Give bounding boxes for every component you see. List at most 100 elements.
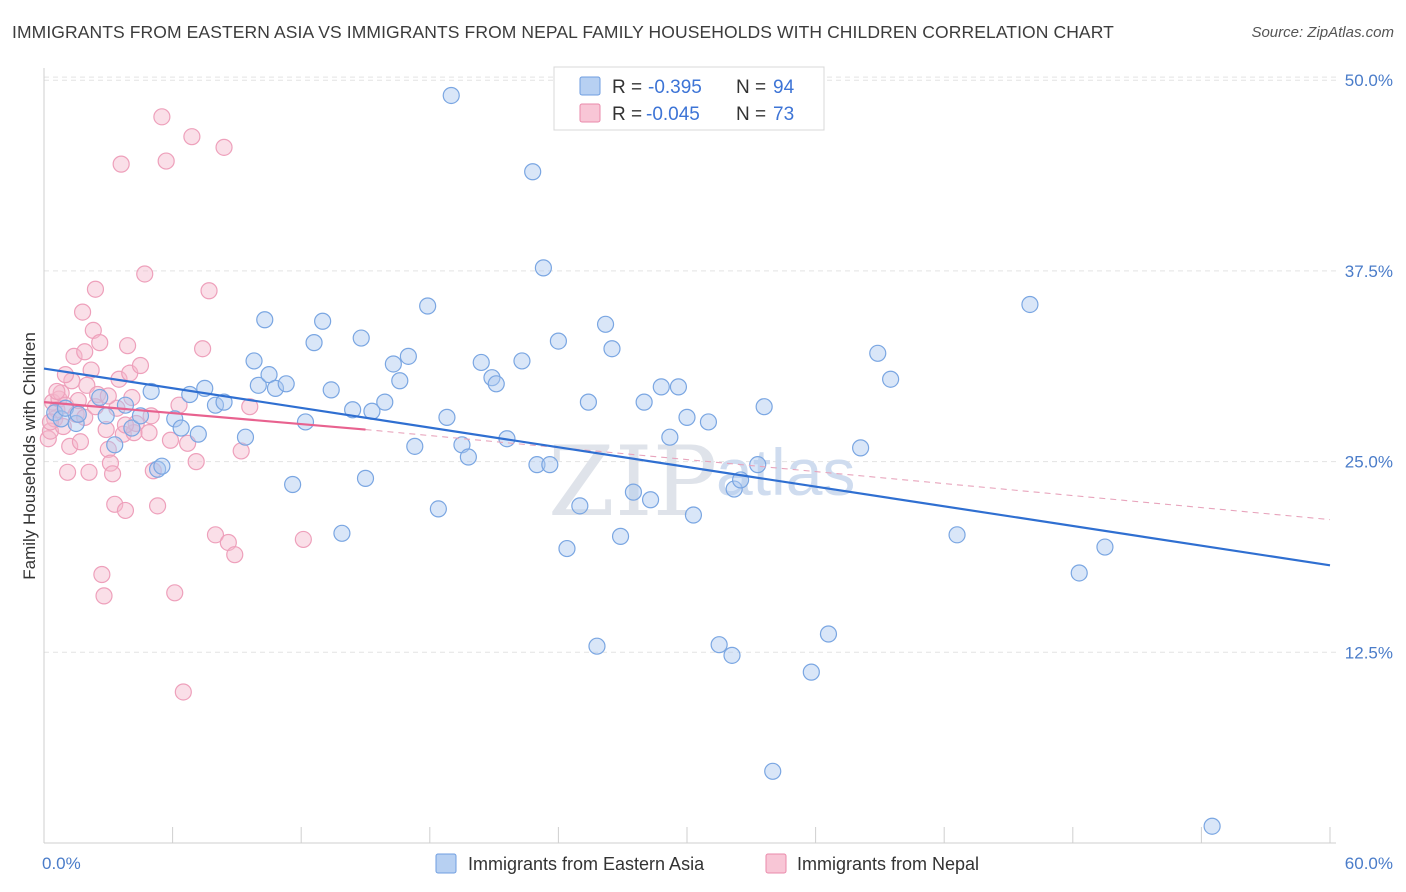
nepal-trend-extension: [365, 429, 1331, 521]
nepal-point: [200, 282, 218, 300]
nepal-point: [61, 437, 79, 455]
eastern-asia-point: [442, 86, 460, 105]
eastern-asia-point: [344, 401, 362, 419]
eastern-asia-points: [46, 86, 1221, 835]
nepal-point: [91, 334, 109, 352]
watermark-atlas: atlas: [716, 435, 855, 509]
eastern-asia-point: [296, 413, 315, 431]
watermark-zip: ZIP: [548, 426, 717, 538]
eastern-asia-point: [684, 506, 703, 524]
eastern-asia-point: [91, 388, 109, 407]
nepal-point: [93, 565, 111, 584]
y-tick-labels: 12.5% 25.0% 37.5% 50.0%: [1345, 71, 1393, 662]
eastern-asia-point: [384, 355, 402, 373]
eastern-asia-point: [596, 315, 615, 333]
eastern-asia-point: [419, 297, 437, 315]
eastern-asia-point: [819, 625, 838, 643]
legend-blue-r-value: -0.395: [648, 77, 702, 98]
nepal-point: [148, 497, 167, 515]
eastern-asia-point: [189, 425, 207, 443]
legend-blue-swatch: [579, 76, 601, 96]
eastern-asia-point: [215, 393, 233, 411]
nepal-point: [116, 501, 135, 520]
nepal-point: [118, 337, 137, 355]
eastern-asia-point: [277, 375, 295, 393]
nepal-point: [73, 303, 92, 321]
eastern-asia-point: [588, 637, 606, 655]
axes: [43, 68, 1336, 844]
eastern-asia-point: [284, 475, 302, 494]
legend-pink-r-label: R =: [612, 104, 642, 125]
nepal-point: [65, 347, 83, 365]
eastern-asia-point: [852, 439, 870, 457]
eastern-asia-point: [438, 408, 456, 426]
y-tick-label: 12.5%: [1345, 643, 1393, 662]
eastern-asia-point: [635, 393, 653, 411]
legend-blue-n-value: 94: [773, 77, 795, 98]
eastern-asia-point: [472, 353, 490, 372]
eastern-asia-point: [116, 396, 135, 414]
eastern-asia-point: [406, 437, 424, 455]
nepal-point: [294, 530, 312, 549]
eastern-asia-point: [579, 393, 598, 411]
series-legend: Immigrants from Eastern Asia Immigrants …: [435, 853, 979, 874]
eastern-asia-point: [749, 456, 767, 474]
eastern-asia-point: [356, 469, 375, 487]
eastern-asia-point: [256, 311, 274, 329]
nepal-point: [215, 138, 233, 156]
eastern-asia-point: [459, 448, 477, 466]
eastern-asia-point: [314, 312, 332, 330]
legend-pink-r-value: -0.045: [646, 104, 700, 125]
eastern-asia-point: [97, 407, 115, 425]
eastern-asia-point: [305, 334, 323, 352]
eastern-asia-point: [699, 413, 718, 431]
eastern-asia-point: [106, 436, 124, 454]
eastern-asia-point: [172, 419, 190, 437]
eastern-asia-point: [352, 329, 370, 347]
correlation-legend: R = -0.395 N = 94 R = -0.045 N = 73: [553, 66, 825, 131]
x-tick-label-max: 60.0%: [1345, 854, 1393, 873]
nepal-point: [174, 683, 192, 701]
nepal-point: [80, 463, 98, 481]
eastern-asia-point: [611, 527, 630, 545]
eastern-asia-point: [487, 375, 505, 393]
y-tick-label: 37.5%: [1345, 262, 1393, 281]
eastern-asia-point: [802, 663, 820, 681]
eastern-asia-point: [236, 428, 255, 446]
nepal-point: [103, 465, 122, 483]
nepal-point: [86, 280, 105, 298]
nepal-point: [241, 398, 259, 416]
eastern-asia-point: [755, 398, 773, 416]
gridlines: [44, 76, 1336, 653]
y-axis-title: Family Households with Children: [20, 332, 39, 580]
x-tick-labels: 0.0% 60.0%: [42, 854, 1393, 873]
nepal-trend-line: [43, 401, 366, 431]
eastern-asia-point: [661, 428, 679, 446]
eastern-asia-point: [764, 762, 782, 780]
eastern-asia-point: [869, 344, 887, 362]
nepal-point: [157, 152, 175, 170]
nepal-point: [226, 546, 244, 564]
nepal-point: [71, 433, 90, 451]
bottom-legend-pink-label: Immigrants from Nepal: [797, 854, 979, 874]
eastern-asia-point: [571, 497, 589, 515]
eastern-asia-point: [1203, 817, 1221, 835]
eastern-asia-trend-line: [43, 367, 1331, 567]
legend-blue-n-label: N =: [736, 77, 766, 98]
eastern-asia-point: [603, 340, 621, 358]
x-tick-label-min: 0.0%: [42, 854, 81, 873]
eastern-asia-point: [69, 405, 87, 423]
legend-pink-swatch: [579, 103, 601, 123]
nepal-point: [112, 155, 130, 173]
nepal-point: [101, 454, 120, 472]
eastern-asia-point: [266, 379, 285, 397]
eastern-asia-point: [624, 483, 643, 501]
nepal-point: [106, 495, 124, 513]
eastern-asia-point: [260, 366, 278, 384]
trend-lines: [43, 367, 1331, 567]
eastern-asia-point: [1070, 564, 1088, 582]
nepal-point: [140, 424, 158, 442]
nepal-point: [161, 431, 180, 449]
eastern-asia-point: [391, 372, 409, 390]
